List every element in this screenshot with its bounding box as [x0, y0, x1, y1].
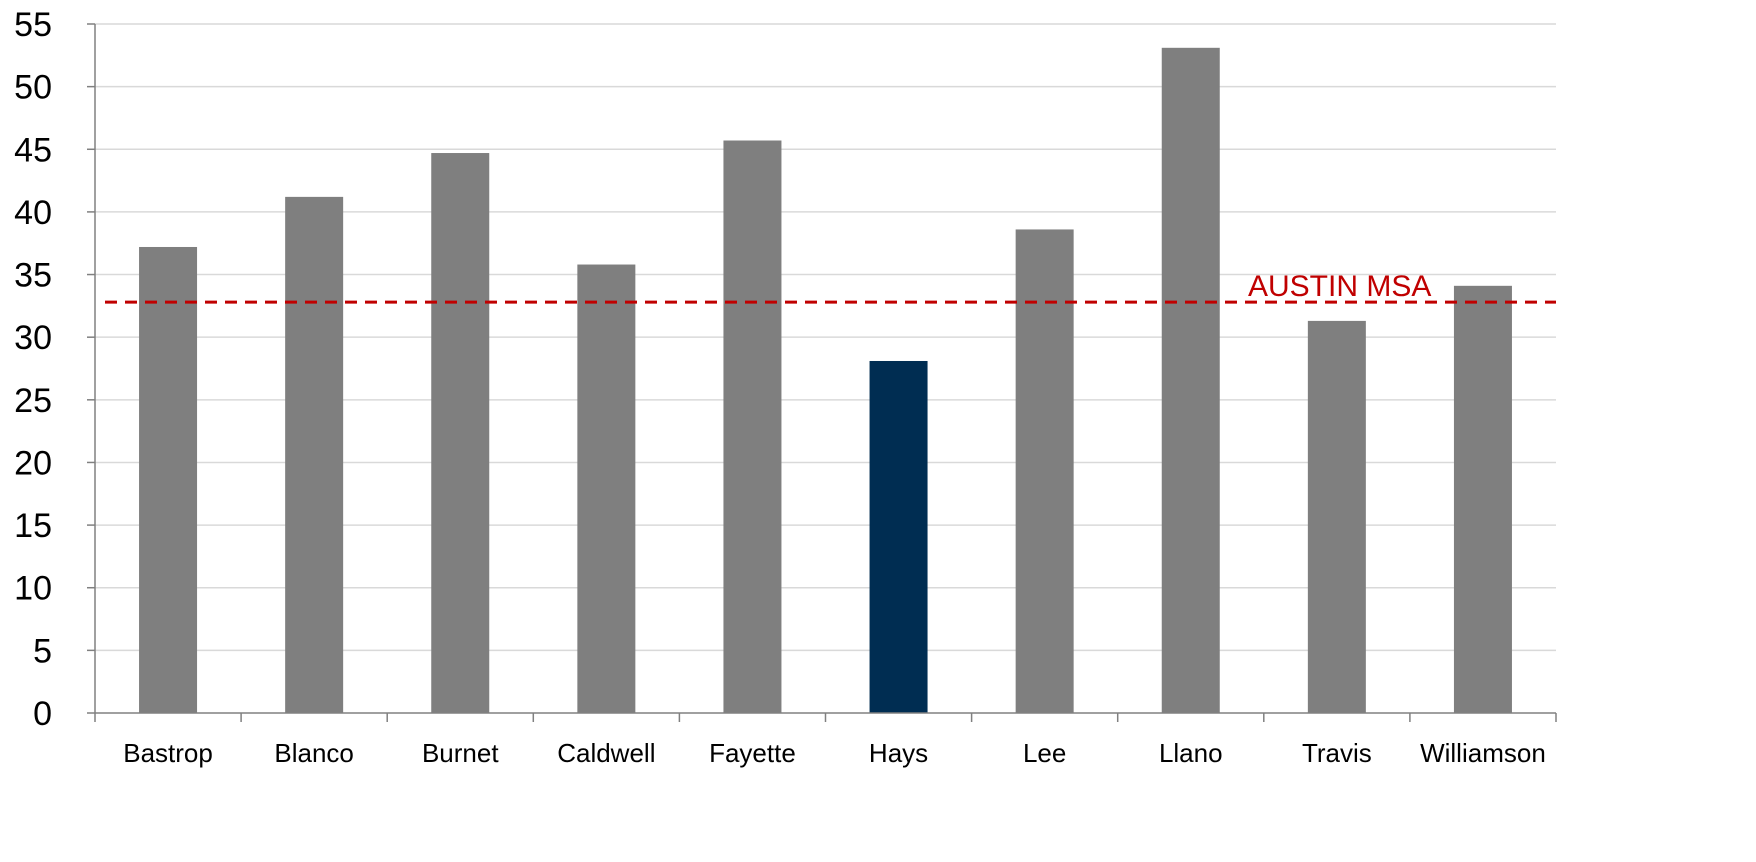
- y-tick-label: 20: [14, 444, 52, 482]
- bar-hays: [869, 360, 928, 713]
- y-tick-label: 25: [14, 382, 52, 420]
- y-tick-label: 30: [14, 319, 52, 357]
- y-tick-labels: 0 5 10 15 20 25 30 35 40 45 50 55: [14, 6, 52, 733]
- reference-line-label: AUSTIN MSA: [1248, 270, 1431, 303]
- axes: [87, 23, 1557, 722]
- y-tick-label: 40: [14, 194, 52, 232]
- x-tick-label-blanco: Blanco: [274, 738, 354, 768]
- bar-bastrop: [139, 246, 198, 713]
- bars: [139, 47, 1512, 714]
- y-tick-label: 45: [14, 131, 52, 169]
- bar-travis: [1307, 320, 1366, 713]
- bar-williamson: [1453, 285, 1512, 713]
- y-tick-label: 35: [14, 257, 52, 295]
- bar-lee: [1015, 229, 1074, 713]
- x-tick-label-lee: Lee: [1023, 738, 1066, 768]
- x-tick-label-caldwell: Caldwell: [557, 738, 655, 768]
- x-tick-label-travis: Travis: [1302, 738, 1372, 768]
- bar-caldwell: [577, 264, 636, 713]
- reference-line-group: AUSTIN MSA: [105, 270, 1556, 304]
- x-tick-label-williamson: Williamson: [1420, 738, 1546, 768]
- x-tick-labels: Bastrop Blanco Burnet Caldwell Fayette Hays Le…: [123, 738, 1546, 768]
- bar-llano: [1161, 47, 1220, 713]
- y-tick-label: 10: [14, 570, 52, 608]
- bar-fayette: [723, 140, 782, 713]
- x-tick-label-llano: Llano: [1159, 738, 1223, 768]
- y-tick-label: 0: [33, 695, 52, 733]
- y-tick-label: 50: [14, 69, 52, 107]
- y-tick-label: 15: [14, 507, 52, 545]
- y-tick-label: 55: [14, 6, 52, 44]
- bar-blanco: [285, 196, 344, 714]
- x-tick-label-fayette: Fayette: [709, 738, 796, 768]
- x-tick-label-bastrop: Bastrop: [123, 738, 213, 768]
- x-tick-label-burnet: Burnet: [422, 738, 499, 768]
- y-tick-label: 5: [33, 632, 52, 670]
- bar-burnet: [431, 153, 490, 714]
- x-tick-label-hays: Hays: [869, 738, 928, 768]
